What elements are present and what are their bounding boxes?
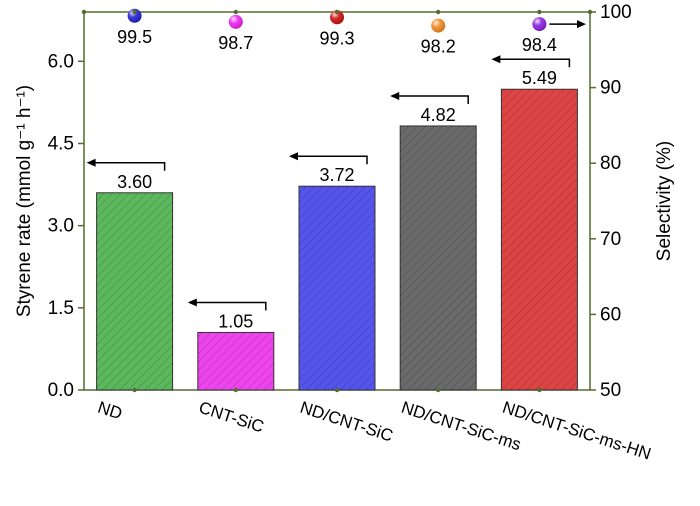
y-axis-right-title: Selectivity (%): [654, 141, 675, 261]
axis-arrow-head: [491, 55, 501, 64]
bar-hatch: [501, 89, 578, 391]
right-tick-label: 100: [600, 2, 632, 23]
selectivity-marker-shine: [532, 17, 547, 32]
corner-dot: [587, 9, 593, 15]
category-label: CNT-SiC: [197, 398, 267, 437]
left-tick-label: 1.5: [48, 298, 74, 319]
selectivity-value-label: 98.7: [218, 33, 253, 53]
category-label: ND/CNT-SiC: [298, 398, 395, 446]
bottom-axis-dot: [233, 387, 238, 393]
selectivity-marker-shine: [127, 8, 142, 23]
top-axis-dot: [436, 9, 441, 15]
selectivity-marker-shine: [330, 10, 344, 25]
right-tick-label: 70: [600, 229, 621, 250]
axis-arrow-head: [86, 158, 96, 167]
selectivity-marker-shine: [431, 18, 446, 33]
right-axis-arrow-head: [577, 20, 586, 29]
y-axis-left-title: Styrene rate (mmol g⁻¹ h⁻¹): [14, 85, 35, 317]
axis-arrow-head: [187, 298, 197, 307]
bar-hatch: [197, 332, 274, 390]
right-tick-label: 50: [600, 380, 621, 401]
axis-arrow: [297, 155, 368, 165]
right-tick-label: 90: [600, 78, 621, 99]
selectivity-value-label: 99.5: [117, 27, 152, 47]
top-axis-dot: [233, 9, 238, 15]
selectivity-value-label: 99.3: [319, 28, 354, 48]
corner-dot: [81, 9, 87, 15]
bar-hatch: [400, 125, 477, 391]
category-label: ND/CNT-SiC-ms-HN: [500, 398, 653, 464]
axis-arrow: [195, 301, 267, 311]
bar-value-label: 5.49: [522, 68, 557, 88]
right-tick-label: 60: [600, 304, 621, 325]
left-tick-label: 6.0: [48, 51, 74, 72]
left-tick-label: 4.5: [48, 133, 74, 154]
bar-value-label: 1.05: [218, 311, 253, 331]
selectivity-value-label: 98.4: [522, 35, 557, 55]
bar-value-label: 4.82: [421, 105, 456, 125]
bar-value-label: 3.60: [117, 172, 152, 192]
top-axis-dot: [334, 9, 340, 15]
right-tick-label: 80: [600, 153, 621, 174]
category-label: ND: [95, 398, 124, 424]
selectivity-value-label: 98.2: [421, 37, 456, 57]
axis-arrow: [94, 162, 166, 171]
axis-arrow: [398, 95, 469, 104]
bottom-axis-dot: [334, 387, 340, 393]
left-tick-label: 3.0: [48, 216, 74, 237]
axis-arrow: [499, 58, 571, 68]
bar-value-label: 3.72: [319, 165, 354, 185]
bottom-axis-dot: [132, 387, 137, 393]
left-tick-label: 0.0: [48, 380, 74, 401]
top-axis-dot: [132, 9, 137, 15]
axis-arrow-head: [390, 91, 400, 100]
axis-arrow-head: [289, 152, 298, 161]
top-axis-dot: [537, 9, 542, 15]
selectivity-marker-shine: [228, 14, 243, 29]
bar-hatch: [96, 192, 173, 390]
bottom-axis-dot: [436, 387, 441, 393]
bottom-axis-dot: [537, 387, 542, 393]
bar-hatch: [299, 186, 375, 390]
